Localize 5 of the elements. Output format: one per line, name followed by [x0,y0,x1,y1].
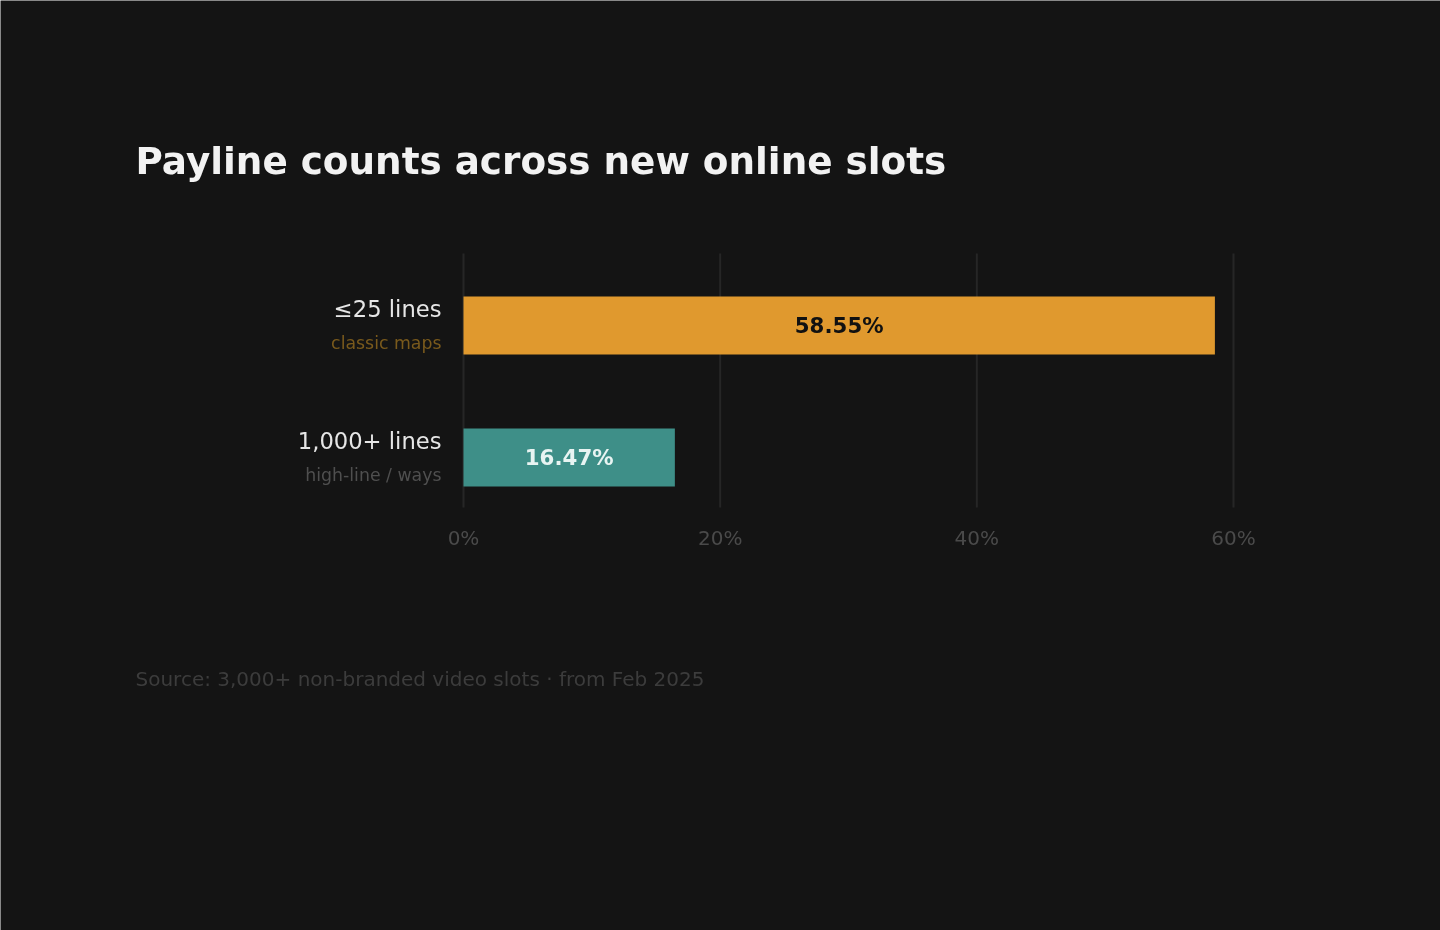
y-tick-label: ≤25 lines classic maps [331,295,442,353]
y-tick-label: 1,000+ lines high-line / ways [297,427,442,485]
data-label: 16.47% [524,445,614,470]
chart-title: Payline counts across new online slots [135,138,947,183]
data-label: 58.55% [794,313,884,338]
